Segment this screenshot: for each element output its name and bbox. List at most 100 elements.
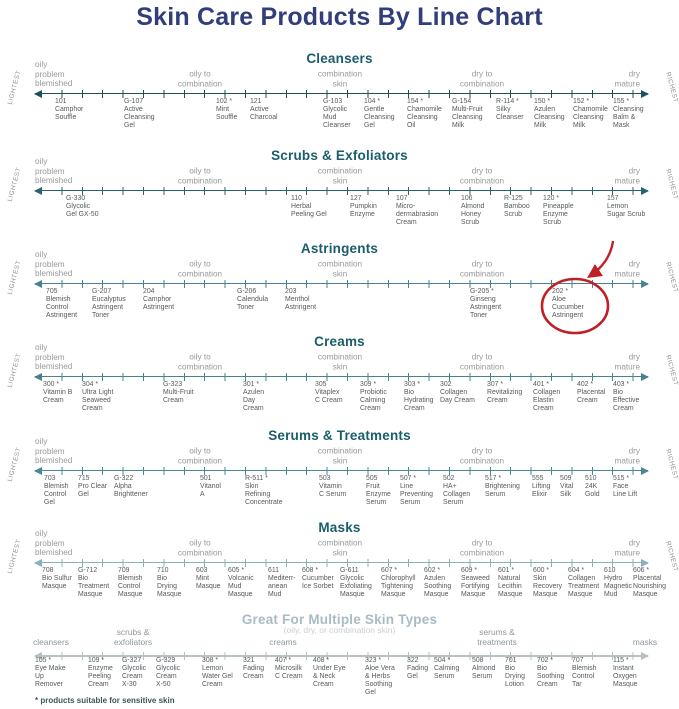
product-code: 402 * bbox=[577, 381, 594, 388]
product-name: Fading Gel bbox=[407, 665, 429, 680]
product-label: 308 * Lemon Water Gel Cream bbox=[202, 657, 256, 689]
product-code: G-107 bbox=[124, 98, 144, 105]
product-code: 504 * bbox=[434, 657, 451, 664]
skin-type-label: combination skin bbox=[317, 259, 363, 279]
product-label: 609 * Seaweed Fortifying Masque bbox=[461, 567, 515, 599]
skin-type-label: combination skin bbox=[317, 538, 363, 558]
product-name: Calendula Toner bbox=[237, 296, 269, 311]
product-code: 401 * bbox=[533, 381, 550, 388]
product-label: G-329 Glycolic Cream X-50 bbox=[156, 657, 210, 689]
axis-arrowhead-left-icon bbox=[34, 372, 42, 381]
product-label: 555 Lifting Elixir bbox=[532, 475, 586, 499]
axis-arrowhead-right-icon bbox=[641, 279, 649, 288]
lightest-label: LIGHTEST bbox=[6, 538, 23, 575]
product-code: 510 bbox=[585, 475, 597, 482]
product-name: Line Preventing Serum bbox=[400, 483, 433, 506]
skin-type-label: dry mature bbox=[614, 352, 640, 372]
product-name: Lemon Water Gel Cream bbox=[202, 665, 233, 688]
skin-type-label: combination skin bbox=[317, 69, 363, 89]
product-code: R-114 * bbox=[496, 98, 519, 105]
product-label: 600 * Skin Recovery Masque bbox=[533, 567, 587, 599]
axis-arrowhead-left-icon bbox=[34, 186, 42, 195]
product-code: 150 * bbox=[534, 98, 551, 105]
product-name: Calming Serum bbox=[434, 665, 460, 680]
product-label: 157 Lemon Sugar Scrub bbox=[607, 195, 661, 219]
product-name: Placental Cream bbox=[577, 389, 606, 404]
product-name: Eye Make Up Remover bbox=[35, 665, 66, 688]
product-label: 150 * Azulen Cleansing Milk bbox=[534, 98, 588, 130]
product-label: 322 Fading Gel bbox=[407, 657, 461, 681]
product-label: 105 * Eye Make Up Remover bbox=[35, 657, 89, 689]
product-name: Glycolic Mud Cleanser bbox=[323, 106, 351, 129]
product-label: G-103 Glycolic Mud Cleanser bbox=[323, 98, 377, 130]
product-code: 609 * bbox=[461, 567, 478, 574]
skin-type-label: dry to combination bbox=[459, 352, 505, 372]
product-name: Alpha Brighttener bbox=[114, 483, 148, 498]
product-label: 503 Vitamin C Serum bbox=[319, 475, 373, 499]
product-label: 307 * Revitalizing Cream bbox=[487, 381, 541, 405]
product-code: 152 * bbox=[573, 98, 590, 105]
skin-type-label: dry mature bbox=[614, 446, 640, 466]
product-code: 715 bbox=[78, 475, 90, 482]
product-name: Almond Honey Scrub bbox=[461, 203, 485, 226]
product-name: Eucalyptus Astringent Toner bbox=[92, 296, 126, 319]
product-label: G-712 Bio Treatment Masque bbox=[78, 567, 132, 599]
product-name: Micro- dermabrasion Cream bbox=[396, 203, 439, 226]
lightest-label: LIGHTEST bbox=[6, 166, 23, 203]
product-name: Glycolic Gel GX-50 bbox=[66, 203, 99, 218]
product-code: 502 bbox=[443, 475, 455, 482]
product-name: Camphor Astringent bbox=[143, 296, 175, 311]
section-title: Masks bbox=[318, 520, 361, 535]
product-label: G-206 Calendula Toner bbox=[237, 288, 291, 312]
product-name: Pro Clear Gel bbox=[78, 483, 108, 498]
product-name: Brightening Serum bbox=[485, 483, 520, 498]
product-code: G-330 bbox=[66, 195, 86, 202]
product-code: 517 * bbox=[485, 475, 502, 482]
product-label: 155 * Cleansing Balm & Mask bbox=[613, 98, 667, 130]
product-name: Aloe Vera & Herbs Soothing Gel bbox=[365, 665, 395, 696]
product-code: G-329 bbox=[156, 657, 176, 664]
product-name: Face Line Lift bbox=[613, 483, 638, 498]
product-name: Bio Drying Masque bbox=[157, 575, 182, 598]
product-code: 308 * bbox=[202, 657, 219, 664]
product-code: 300 * bbox=[43, 381, 60, 388]
product-label: 106 Almond Honey Scrub bbox=[461, 195, 515, 227]
skin-type-label: oily problem blemished bbox=[35, 342, 73, 372]
product-code: 709 bbox=[118, 567, 130, 574]
skin-type-label: oily problem blemished bbox=[35, 528, 73, 558]
section-scrubs-exfoliators: Scrubs & Exfoliators oily problem blemish… bbox=[0, 148, 679, 244]
product-name: Ultra Light Seaweed Cream bbox=[82, 389, 114, 412]
page-title: Skin Care Products By Line Chart bbox=[136, 3, 543, 31]
skin-type-label: oily to combination bbox=[177, 538, 223, 558]
product-label: 202 * Aloe Cucumber Astringent bbox=[552, 288, 606, 320]
product-name: Instant Oxygen Masque bbox=[613, 665, 638, 688]
product-label: 102 * Mint Souffle bbox=[216, 98, 270, 122]
product-name: Gentle Cleansing Gel bbox=[364, 106, 395, 129]
axis-ticks bbox=[42, 372, 641, 381]
product-code: 707 bbox=[572, 657, 584, 664]
product-code: 555 bbox=[532, 475, 544, 482]
skin-type-label: oily to combination bbox=[177, 352, 223, 372]
product-name: Probiotic Calming Cream bbox=[360, 389, 387, 412]
axis-arrowhead-right-icon bbox=[641, 186, 649, 195]
skin-type-label: dry mature bbox=[614, 69, 640, 89]
axis-arrowhead-left-icon bbox=[34, 558, 42, 567]
skin-type-label: oily problem blemished bbox=[35, 249, 73, 279]
product-code: 600 * bbox=[533, 567, 550, 574]
product-code: 509 bbox=[560, 475, 572, 482]
product-label: 309 * Probiotic Calming Cream bbox=[360, 381, 414, 413]
product-name: Under Eye & Neck Cream bbox=[313, 665, 346, 688]
skin-type-label: dry mature bbox=[614, 538, 640, 558]
product-label: 703 Blemish Control Gel bbox=[44, 475, 98, 507]
axis-ticks bbox=[42, 186, 641, 195]
product-label: 321 Fading Cream bbox=[243, 657, 297, 681]
product-code: R-511 * bbox=[245, 475, 268, 482]
product-name: HA+ Collagen Serum bbox=[443, 483, 471, 506]
skin-type-label: dry to combination bbox=[459, 166, 505, 186]
product-code: 204 bbox=[143, 288, 155, 295]
product-code: G-207 bbox=[92, 288, 112, 295]
product-name: Glycolic Cream X-50 bbox=[156, 665, 181, 688]
product-code: 154 * bbox=[407, 98, 424, 105]
skin-type-label: dry to combination bbox=[459, 69, 505, 89]
